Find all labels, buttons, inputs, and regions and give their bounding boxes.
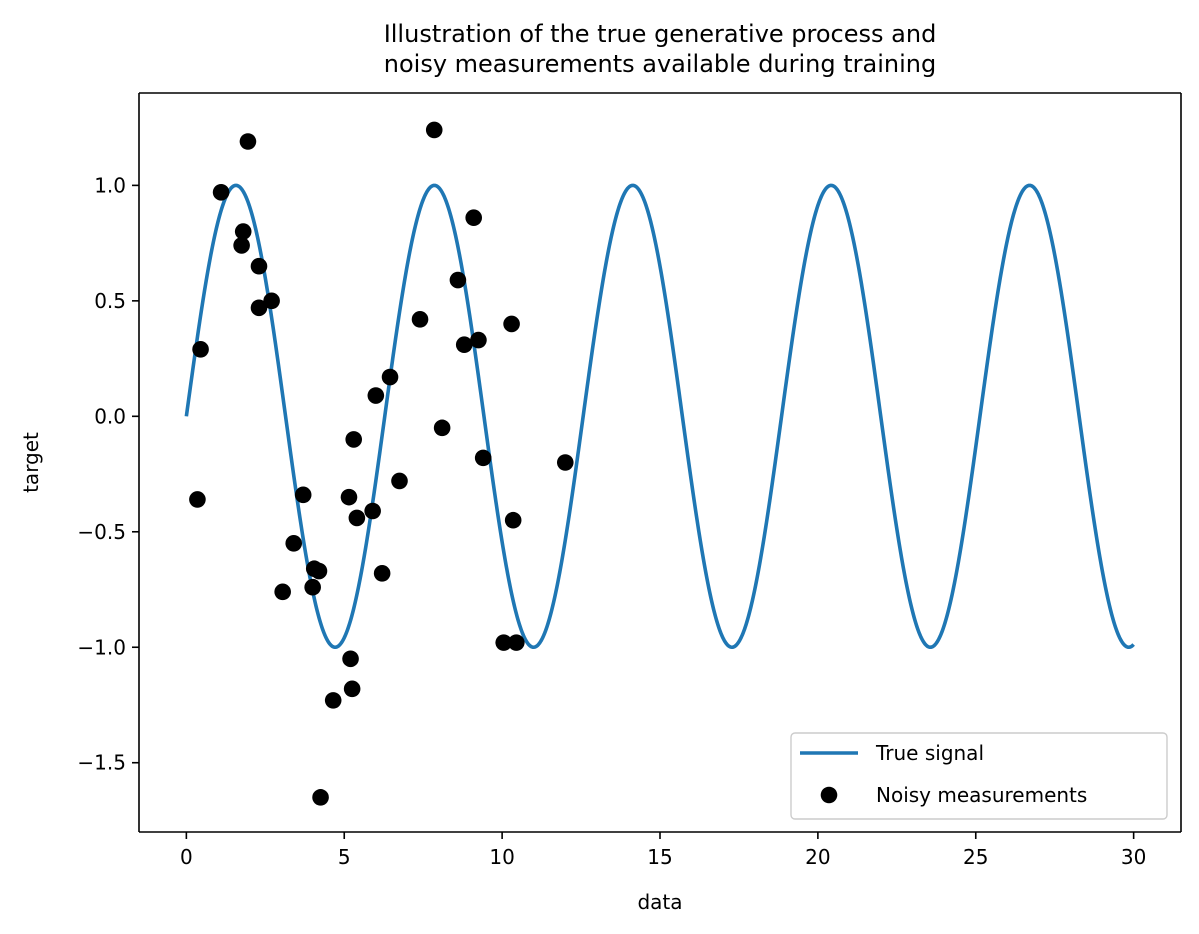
scatter-point [239,133,257,150]
x-axis-label: data [637,890,682,914]
scatter-point [294,486,312,504]
scatter-point [449,271,467,289]
scatter-point [508,634,525,651]
plot-area [138,92,1182,833]
scatter-point [250,257,268,275]
scatter-point [381,368,399,386]
scatter-point [504,511,522,529]
y-tick-label: 1.0 [94,173,126,197]
y-tick-label: −0.5 [77,520,126,544]
x-tick-label: 15 [647,845,672,869]
y-axis-label: target [19,432,43,493]
x-tick-label: 5 [338,845,351,869]
y-tick-label: −1.0 [77,635,126,659]
scatter-point [348,509,366,527]
legend-swatch-noisy-measurements [820,786,838,804]
series-scatter-noisy-measurements [189,121,574,806]
scatter-point [391,472,408,490]
chart-title-line: Illustration of the true generative proc… [384,20,937,48]
legend-label-noisy-measurements: Noisy measurements [876,783,1087,807]
y-tick-label: −1.5 [77,751,126,775]
scatter-point [425,121,443,139]
scatter-point [340,488,358,506]
legend-label-true-signal: True signal [875,741,984,765]
x-tick-label: 30 [1121,845,1146,869]
scatter-point [474,449,492,467]
y-tick-label: 0.0 [94,404,126,428]
x-tick-label: 10 [489,845,514,869]
x-tick-label: 0 [180,845,193,869]
scatter-point [274,583,291,601]
scatter-point [234,223,252,240]
scatter-point [189,491,206,508]
scatter-point [343,680,361,698]
x-tick-label: 25 [963,845,988,869]
legend: True signal Noisy measurements [790,732,1168,820]
scatter-point [364,502,381,520]
scatter-point [233,237,250,254]
scatter-point [304,578,321,596]
scatter-point [324,692,342,709]
x-ticks: 0 5 10 15 20 25 30 [180,832,1146,869]
scatter-point [312,789,329,806]
scatter-point [250,299,268,317]
scatter-point [503,315,520,333]
scatter-point [310,562,328,580]
chart-title-line: noisy measurements available during trai… [384,50,936,78]
scatter-point [285,535,303,552]
scatter-point [495,634,512,651]
scatter-point [373,565,391,582]
chart-title: Illustration of the true generative proc… [384,20,937,78]
scatter-point [342,650,359,668]
y-ticks: 1.0 0.5 0.0 −0.5 −1.0 −1.5 [77,173,139,775]
series-line-true-signal [184,183,1135,650]
x-tick-label: 20 [805,845,830,869]
scatter-point [556,454,574,471]
scatter-point [465,209,483,227]
true-signal-line [184,183,1135,650]
scatter-point [433,419,451,437]
scatter-point [455,336,473,354]
scatter-point [212,184,230,201]
y-tick-label: 0.5 [94,289,126,313]
scatter-point [367,387,385,404]
scatter-point [411,311,429,328]
scatter-point [192,341,209,358]
scatter-point [470,331,487,349]
legend-box [790,732,1168,820]
scatter-point [263,292,280,310]
scatter-point [345,431,363,448]
